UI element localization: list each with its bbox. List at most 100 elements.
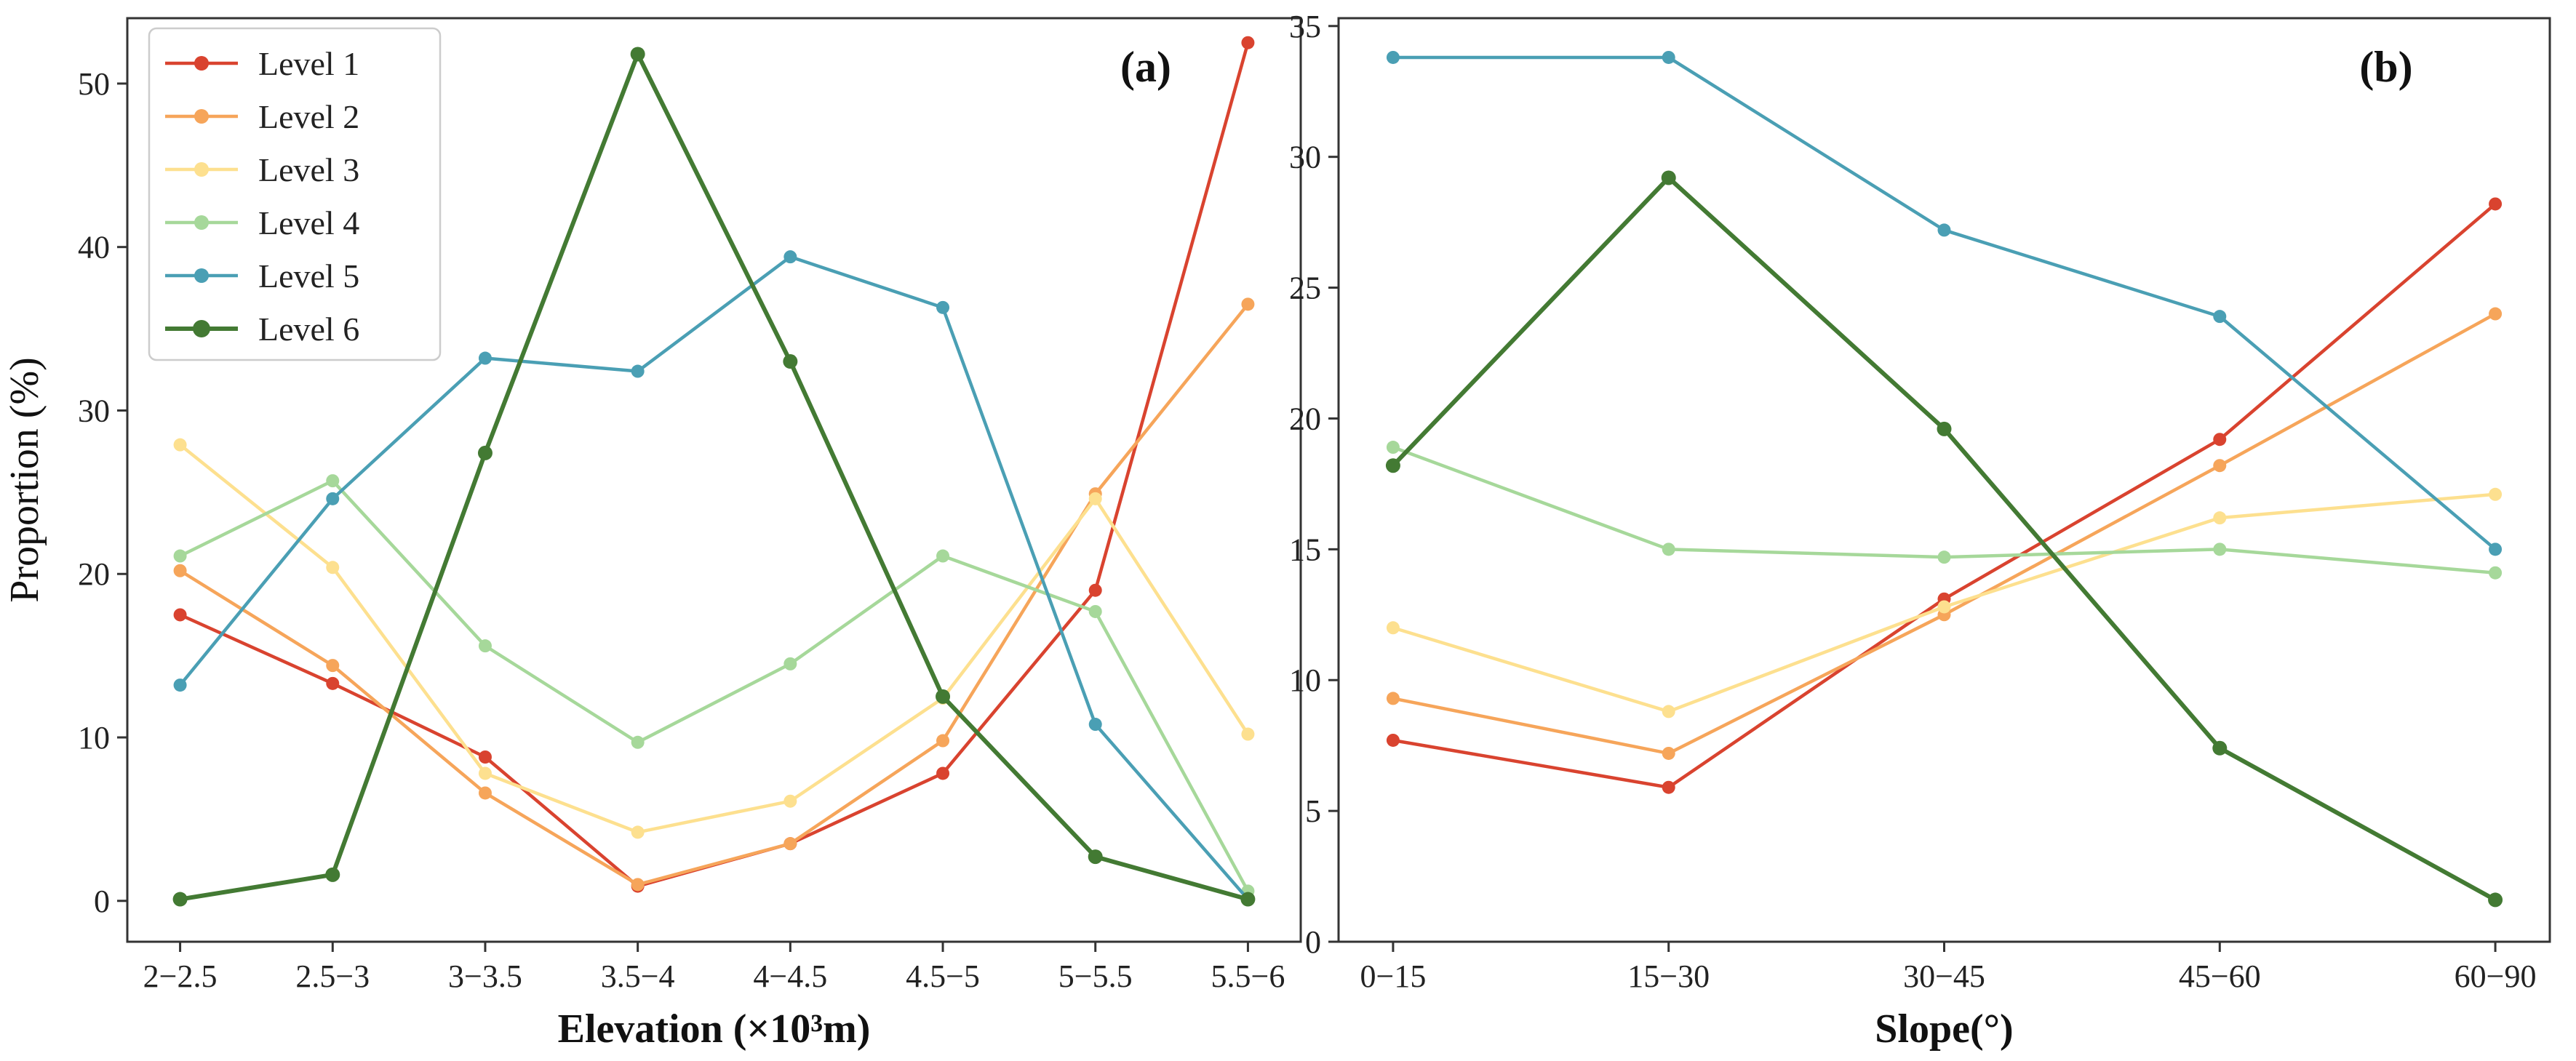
x-tick-label: 30−45 <box>1903 958 1985 994</box>
data-point <box>173 678 187 692</box>
x-tick-label: 15−30 <box>1627 958 1710 994</box>
data-point <box>478 639 492 653</box>
data-point <box>1937 421 1952 436</box>
data-point <box>1386 733 1400 747</box>
y-tick-label: 15 <box>1289 532 1321 567</box>
series-level-3 <box>1386 487 2503 718</box>
series-line <box>1390 175 2498 902</box>
data-point <box>1386 621 1400 635</box>
data-point <box>1386 692 1400 705</box>
data-point <box>631 735 645 749</box>
data-point <box>325 867 340 882</box>
data-point <box>631 364 645 378</box>
data-point <box>1241 36 1255 49</box>
y-tick-label: 30 <box>78 393 110 428</box>
data-point <box>783 657 797 670</box>
y-tick-label: 20 <box>78 556 110 592</box>
series-line <box>178 52 1251 902</box>
data-point <box>326 676 340 690</box>
data-point <box>326 492 340 505</box>
data-point <box>478 351 492 365</box>
x-tick-label: 2−2.5 <box>143 958 218 994</box>
panel-label: (b) <box>2359 43 2412 91</box>
data-point <box>1088 849 1103 865</box>
legend-swatch-marker <box>194 268 209 283</box>
series-level-5 <box>1386 50 2503 556</box>
data-point <box>2489 542 2503 556</box>
data-point <box>2213 433 2227 447</box>
data-point <box>1662 542 1675 556</box>
x-axis-title: Slope(°) <box>1875 1006 2013 1052</box>
data-point <box>2213 310 2227 324</box>
legend-swatch-marker <box>194 109 209 124</box>
series-level-2 <box>1386 307 2503 760</box>
y-tick-label: 50 <box>78 66 110 102</box>
data-point <box>1386 441 1400 455</box>
legend-swatch-marker <box>193 320 210 337</box>
x-tick-label: 5.5−6 <box>1211 958 1285 994</box>
data-point <box>2489 197 2503 211</box>
data-point <box>936 549 950 563</box>
series-level-6 <box>1385 170 2503 908</box>
data-point <box>2489 307 2503 321</box>
data-point <box>783 794 797 808</box>
y-tick-label: 40 <box>78 230 110 265</box>
x-tick-label: 0−15 <box>1360 958 1427 994</box>
data-point <box>1088 718 1102 732</box>
data-point <box>936 689 951 704</box>
legend-label: Level 1 <box>258 45 359 82</box>
data-point <box>936 766 950 780</box>
y-tick-label: 10 <box>1289 662 1321 698</box>
data-point <box>1386 50 1400 64</box>
series-level-6 <box>172 47 1256 907</box>
data-point <box>1088 583 1102 597</box>
series-level-1 <box>1386 197 2503 794</box>
y-tick-label: 30 <box>1289 140 1321 175</box>
data-point <box>173 438 187 452</box>
x-tick-label: 2.5−3 <box>295 958 370 994</box>
data-point <box>173 549 187 563</box>
legend-swatch-marker <box>194 162 209 177</box>
data-point <box>936 734 950 748</box>
data-point <box>2213 511 2227 525</box>
legend-swatch-marker <box>194 215 209 230</box>
data-point <box>1385 458 1400 473</box>
data-point <box>1240 892 1256 907</box>
data-point <box>936 300 950 314</box>
series-level-3 <box>173 438 1255 839</box>
data-point <box>1241 727 1255 741</box>
chart-panel-b: 0 5 10 15 20 25 30 35 0−15 15−30 30−45 45−60 60−90 Sl… <box>1289 9 2551 1052</box>
series-level-5 <box>173 250 1255 906</box>
legend-label: Level 3 <box>258 151 359 188</box>
data-point <box>630 47 645 62</box>
x-tick-label: 45−60 <box>2179 958 2261 994</box>
data-point <box>1241 297 1255 311</box>
data-point <box>478 750 492 764</box>
data-point <box>783 354 798 369</box>
data-point <box>1662 780 1675 794</box>
series-line <box>1391 55 2497 551</box>
y-tick-label: 25 <box>1289 271 1321 306</box>
data-point <box>326 659 340 673</box>
data-point <box>1662 50 1675 64</box>
legend-label: Level 4 <box>258 204 359 241</box>
series-line <box>178 303 1250 886</box>
series-line <box>178 255 1250 901</box>
series-level-4 <box>1386 441 2503 580</box>
data-point <box>326 474 340 488</box>
data-point <box>173 564 187 577</box>
data-point <box>2489 487 2503 501</box>
y-tick-label: 5 <box>1305 793 1321 829</box>
data-point <box>631 878 645 892</box>
data-point <box>478 786 492 800</box>
x-tick-label: 3−3.5 <box>448 958 522 994</box>
data-point <box>2488 892 2503 908</box>
data-point <box>326 561 340 574</box>
series-line <box>1391 312 2497 756</box>
y-tick-label: 10 <box>78 720 110 756</box>
y-axis-title: Proportion (%) <box>2 357 47 603</box>
x-tick-label: 4−4.5 <box>753 958 827 994</box>
panel-label: (a) <box>1120 43 1171 91</box>
data-point <box>172 892 188 907</box>
